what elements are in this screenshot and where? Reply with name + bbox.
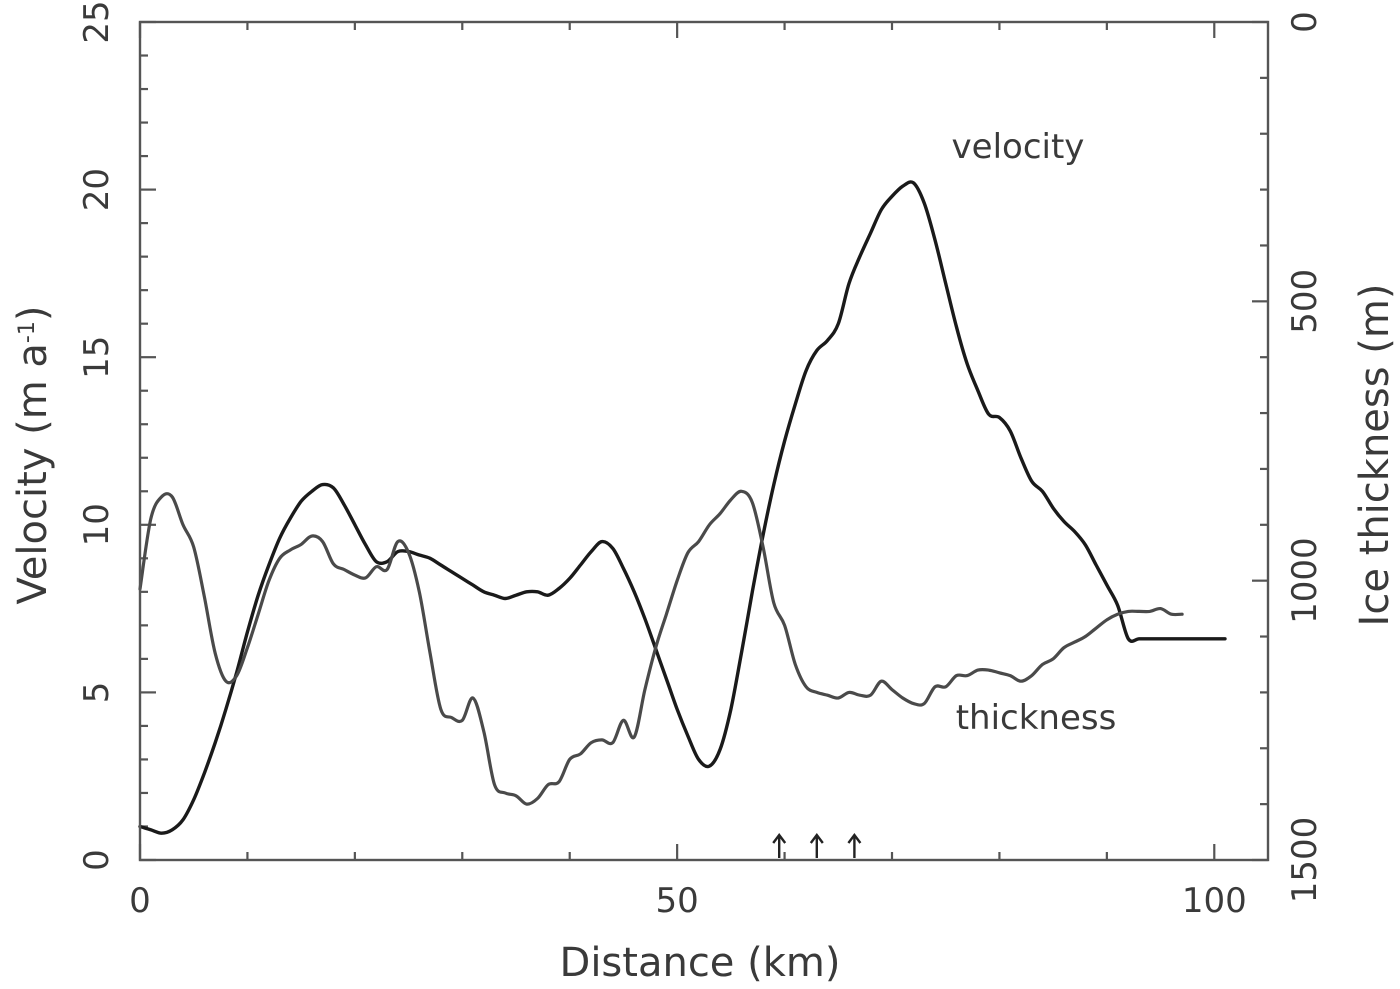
y-axis-title-left-sup: -1 bbox=[15, 321, 40, 343]
y-axis-title-left-main: Velocity (m a bbox=[10, 343, 56, 604]
y-right-tick-label: 0 bbox=[1285, 11, 1325, 33]
arrow-marker bbox=[772, 833, 787, 858]
velocity-series-line bbox=[138, 180, 1227, 835]
y-axis-title-left-close: ) bbox=[10, 306, 56, 322]
arrow-head bbox=[809, 833, 824, 844]
arrow-marker bbox=[809, 833, 824, 858]
arrow-marker bbox=[847, 833, 862, 858]
y-right-tick-label: 1000 bbox=[1285, 537, 1325, 624]
y-right-tick-label: 1500 bbox=[1285, 817, 1325, 904]
x-tick-label: 100 bbox=[1182, 881, 1247, 921]
y-left-tick-label: 15 bbox=[77, 336, 117, 379]
x-tick-label: 50 bbox=[656, 881, 699, 921]
arrow-head bbox=[772, 833, 787, 844]
x-tick-label: 0 bbox=[129, 881, 151, 921]
y-axis-title-left: Velocity (m a-1) bbox=[10, 306, 56, 605]
y-left-tick-label: 10 bbox=[77, 503, 117, 546]
velocity-series-label: velocity bbox=[952, 127, 1085, 167]
markers-layer bbox=[772, 833, 862, 858]
x-axis-title: Distance (km) bbox=[560, 940, 841, 986]
thickness-series-line bbox=[138, 489, 1184, 806]
y-left-tick-label: 25 bbox=[77, 0, 117, 43]
arrow-head bbox=[847, 833, 862, 844]
plot-frame bbox=[138, 20, 1270, 862]
y-left-tick-label: 0 bbox=[77, 849, 117, 871]
series-layer bbox=[138, 180, 1227, 835]
y-left-tick-label: 20 bbox=[77, 168, 117, 211]
y-left-tick-label: 5 bbox=[77, 682, 117, 704]
thickness-series-label: thickness bbox=[956, 698, 1117, 738]
y-right-tick-label: 500 bbox=[1285, 269, 1325, 334]
y-axis-title-right: Ice thickness (m) bbox=[1352, 284, 1398, 627]
